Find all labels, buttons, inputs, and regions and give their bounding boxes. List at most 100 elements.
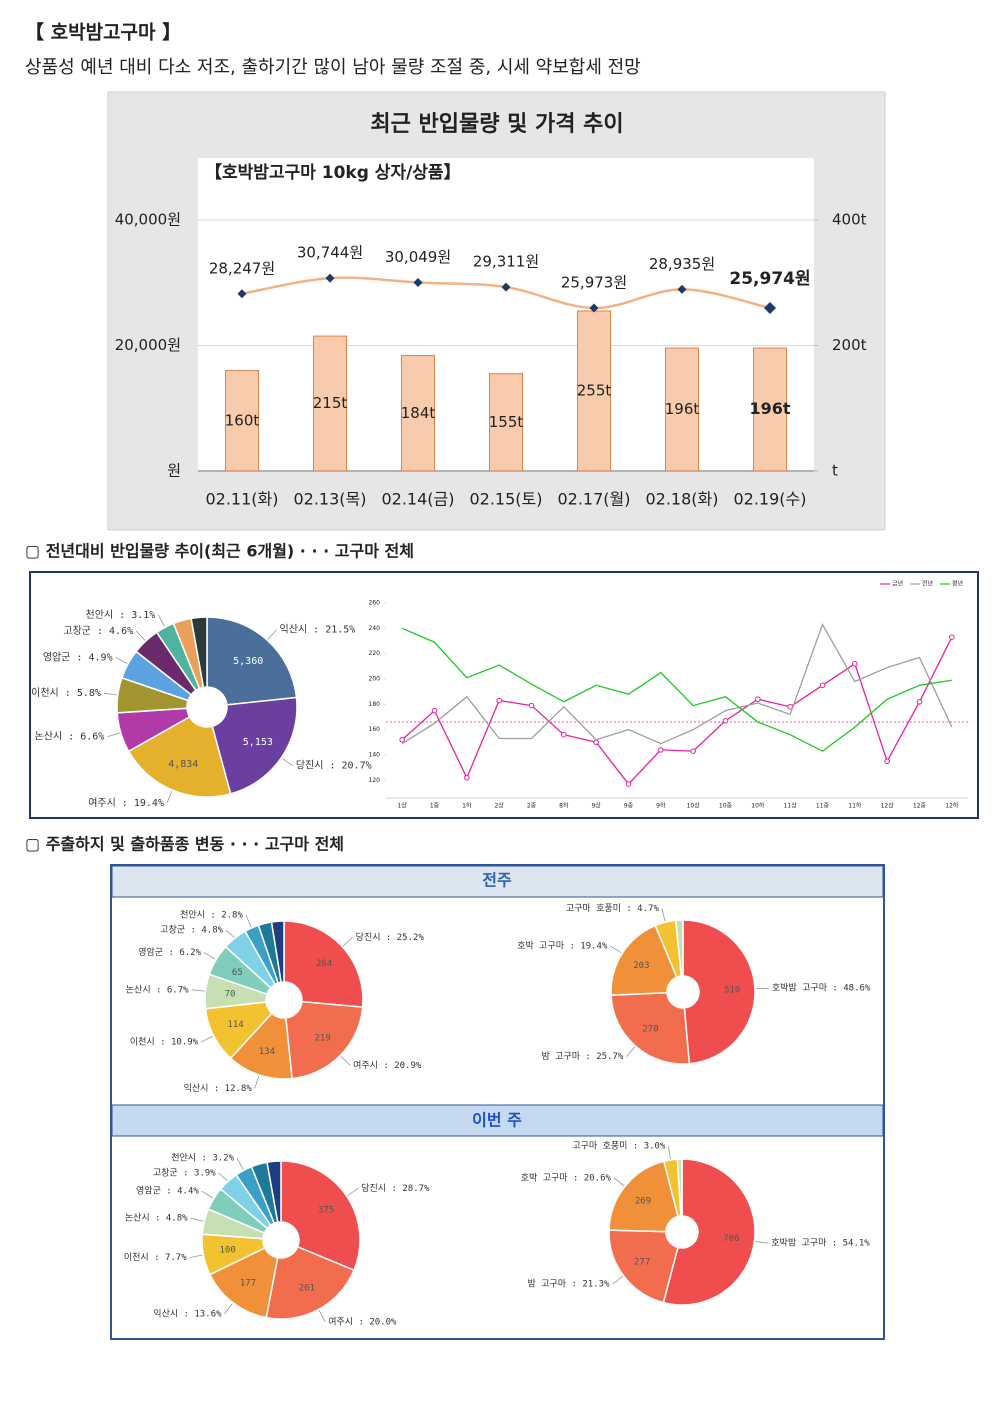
slice-label: 천안시 : 3.1% bbox=[86, 609, 156, 621]
slice-label: 호박 고구마 : 20.6% bbox=[521, 1172, 612, 1183]
slice-label: 당진시 : 28.7% bbox=[361, 1183, 430, 1194]
slice-amount: 375 bbox=[318, 1205, 334, 1215]
slice-label: 논산시 : 6.7% bbox=[126, 984, 189, 995]
price-label: 28,247원 bbox=[209, 259, 275, 277]
marker bbox=[722, 717, 729, 724]
slice-amount: 100 bbox=[220, 1246, 236, 1256]
marker bbox=[677, 284, 687, 294]
x-tick-label: 02.15(토) bbox=[469, 490, 542, 509]
panel-header bbox=[111, 865, 884, 898]
section-heading: ▢ 전년대비 반입물량 추이(최근 6개월) · · · 고구마 전체 bbox=[25, 542, 414, 561]
price-label: 30,049원 bbox=[385, 248, 451, 266]
y-tick-label: 260 bbox=[369, 600, 381, 607]
y-tick-label: 140 bbox=[369, 751, 381, 758]
slice-label: 영암군 : 4.4% bbox=[136, 1185, 199, 1197]
pie-slice bbox=[208, 1246, 279, 1319]
leader-line bbox=[668, 1146, 671, 1159]
chart-subtitle: 【호박밤고구마 10kg 상자/상품】 bbox=[205, 162, 461, 183]
pie-slice bbox=[610, 991, 691, 1065]
slice-label: 영암군 : 6.2% bbox=[138, 946, 201, 958]
series-line bbox=[401, 622, 953, 745]
leader-line bbox=[254, 1075, 260, 1089]
x-tick-label: 02.13(목) bbox=[293, 490, 366, 509]
slice-amount: 203 bbox=[633, 961, 649, 971]
slice-amount: 5,153 bbox=[243, 737, 273, 748]
slice-label: 고구마 호풍미 : 4.7% bbox=[566, 903, 660, 914]
bar bbox=[753, 347, 787, 472]
leader-line bbox=[135, 630, 146, 641]
x-tick-label: 10하 bbox=[751, 802, 765, 810]
slice-label: 당진시 : 20.7% bbox=[296, 760, 372, 772]
x-tick-label: 2상 bbox=[494, 802, 504, 810]
slice-amount: 510 bbox=[724, 985, 740, 995]
slice-amount: 264 bbox=[316, 959, 332, 969]
pie-slice bbox=[608, 1229, 679, 1304]
x-tick-label: 11중 bbox=[816, 803, 830, 810]
bar bbox=[577, 310, 611, 472]
leader-line bbox=[612, 1276, 624, 1285]
x-tick-label: 9하 bbox=[656, 802, 666, 810]
pie-slice bbox=[211, 696, 298, 795]
x-tick-label: 12중 bbox=[913, 803, 927, 810]
pie-slice bbox=[283, 920, 364, 1008]
x-tick-label: 10중 bbox=[719, 803, 733, 810]
pie-slice bbox=[190, 616, 208, 689]
pie-slice bbox=[285, 1000, 364, 1080]
x-tick-label: 02.19(수) bbox=[733, 490, 806, 509]
legend-label: 평년 bbox=[952, 580, 963, 588]
y-tick-label: 220 bbox=[369, 650, 381, 657]
leader-line bbox=[245, 915, 252, 928]
leader-line bbox=[347, 1187, 359, 1196]
leader-line bbox=[190, 1217, 204, 1222]
y-tick-label: 40,000원 bbox=[115, 211, 181, 229]
pie-slice bbox=[662, 1158, 756, 1306]
leader-line bbox=[755, 1241, 769, 1244]
chart-title: 최근 반입물량 및 가격 추이 bbox=[370, 112, 623, 137]
leader-line bbox=[103, 692, 117, 696]
y-tick-label: 240 bbox=[369, 625, 381, 632]
x-tick-label: 11상 bbox=[784, 802, 798, 810]
leader-line bbox=[342, 937, 353, 947]
x-tick-label: 2중 bbox=[527, 803, 537, 810]
bar bbox=[313, 335, 347, 472]
pie-slice bbox=[229, 1012, 293, 1080]
pie-slice bbox=[280, 1160, 361, 1272]
marker bbox=[852, 660, 858, 667]
x-tick-label: 02.18(화) bbox=[645, 490, 718, 509]
slice-label: 익산시 : 12.8% bbox=[184, 1082, 253, 1094]
bar bbox=[401, 355, 435, 472]
slice-label: 고창군 : 4.6% bbox=[63, 625, 133, 637]
bar-label: 196t bbox=[665, 400, 700, 418]
marker bbox=[949, 634, 955, 640]
slice-label: 논산시 : 4.8% bbox=[125, 1213, 188, 1224]
marker bbox=[625, 781, 632, 787]
x-tick-label: 12하 bbox=[945, 802, 959, 810]
leader-line bbox=[203, 952, 216, 960]
price-label: 25,973원 bbox=[561, 274, 627, 292]
slice-label: 호박밤 고구마 : 48.6% bbox=[772, 983, 871, 994]
pie-slice bbox=[674, 919, 684, 977]
pie-slice bbox=[206, 616, 298, 706]
bar-label: 196t bbox=[749, 399, 790, 418]
slice-label: 이천시 : 7.7% bbox=[124, 1252, 187, 1263]
pie-slice bbox=[682, 919, 756, 1065]
leader-line bbox=[191, 989, 205, 992]
slice-amount: 65 bbox=[232, 968, 243, 978]
leader-line bbox=[661, 908, 666, 922]
slice-label: 여주시 : 19.4% bbox=[88, 797, 164, 809]
pie-slice bbox=[266, 1160, 282, 1224]
marker bbox=[413, 277, 423, 287]
bar-label: 160t bbox=[225, 411, 260, 429]
x-tick-label: 9상 bbox=[591, 802, 601, 810]
leader-line bbox=[281, 758, 294, 766]
y2-tick-label: 400t bbox=[832, 211, 867, 229]
slice-label: 당진시 : 25.2% bbox=[356, 932, 425, 943]
slice-label: 호박 고구마 : 19.4% bbox=[517, 940, 608, 951]
pie-slice bbox=[610, 924, 678, 996]
slice-label: 밤 고구마 : 25.7% bbox=[541, 1051, 623, 1062]
slice-label: 밤 고구마 : 21.3% bbox=[528, 1279, 610, 1290]
y-tick-label: 원 bbox=[167, 462, 181, 480]
leader-line bbox=[218, 1172, 228, 1181]
leader-line bbox=[318, 1310, 326, 1322]
marker bbox=[464, 774, 470, 781]
